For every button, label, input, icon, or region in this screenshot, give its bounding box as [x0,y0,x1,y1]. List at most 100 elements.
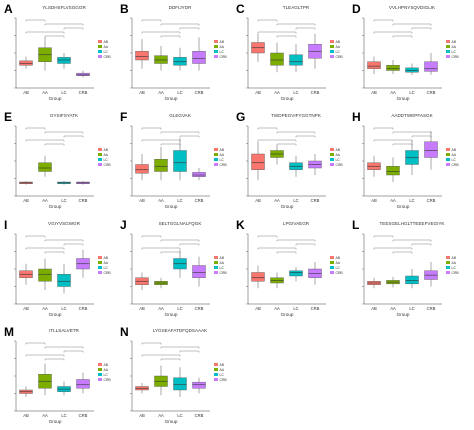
x-tick-label: AA [42,306,48,311]
legend-swatch [214,373,218,376]
significance-bracket [295,27,316,30]
legend-label: AA [452,153,457,157]
significance-bracket [44,131,84,134]
box-CRB [424,61,438,72]
significance-bracket [160,239,200,242]
x-axis-label: Group [281,312,294,317]
x-tick-label: AA [158,90,164,95]
panel-letter: B [120,2,129,16]
significance-bracket [257,19,278,22]
x-axis-label: Group [281,204,294,209]
legend-label: AA [220,368,225,372]
legend-label: LC [336,158,341,162]
legend-label: AB [452,148,457,152]
significance-bracket [141,19,162,22]
x-tick-label: AA [158,306,164,311]
box-AA [38,162,52,172]
legend-swatch [214,55,218,58]
x-tick-label: AA [42,413,48,418]
x-tick-label: CRB [427,90,436,95]
significance-bracket [257,31,297,34]
legend-swatch [98,271,102,274]
x-tick-label: AB [139,306,145,311]
legend-label: AA [336,153,341,157]
legend-swatch [98,378,102,381]
x-axis-label: Group [397,312,410,317]
legend-swatch [330,148,334,151]
x-tick-label: CRB [195,306,204,311]
x-tick-label: AA [390,198,396,203]
x-tick-label: CRB [79,306,88,311]
significance-bracket [373,19,394,22]
box-LC [173,377,187,391]
legend-label: AA [104,153,109,157]
significance-bracket [373,247,413,250]
legend-label: AA [336,45,341,49]
legend-swatch [330,261,334,264]
x-tick-label: AA [390,306,396,311]
x-axis-label: Group [165,204,178,209]
legend-swatch [214,266,218,269]
significance-bracket [141,127,162,130]
legend-swatch [98,368,102,371]
panel-title: VVLHPNYSQVDIGLIK [389,5,436,10]
significance-bracket [276,143,297,146]
box-AA [386,65,400,71]
significance-bracket [141,139,181,142]
x-tick-label: AA [390,90,396,95]
x-tick-label: AA [158,198,164,203]
significance-bracket [179,27,200,30]
x-tick-label: AB [23,90,29,95]
significance-bracket [25,19,46,22]
legend-label: CRB [452,271,460,275]
significance-bracket [25,247,65,250]
legend-swatch [214,50,218,53]
significance-bracket [25,354,65,357]
legend-label: LC [336,50,341,54]
box-LC [57,57,71,64]
x-tick-label: AA [42,90,48,95]
legend-swatch [446,256,450,259]
legend-label: CRB [104,378,112,382]
significance-bracket [25,139,65,142]
x-tick-label: AB [139,90,145,95]
box-LC [289,270,303,277]
x-tick-label: AA [158,413,164,418]
x-tick-label: AA [274,306,280,311]
x-tick-label: CRB [311,306,320,311]
box-LC [173,57,187,66]
legend-label: AB [336,40,341,44]
significance-bracket [179,243,200,246]
significance-bracket [63,135,84,138]
significance-bracket [392,23,432,26]
x-tick-label: LC [293,198,298,203]
legend-label: AA [220,153,225,157]
significance-bracket [160,23,200,26]
significance-bracket [373,139,413,142]
x-tick-label: AB [23,413,29,418]
panel-letter: K [236,218,245,232]
panel-title: GLEGVAK [169,113,192,118]
panel-letter: G [236,110,245,124]
significance-bracket [44,251,65,254]
x-tick-label: LC [293,306,298,311]
significance-bracket [160,131,200,134]
legend-swatch [330,256,334,259]
legend-swatch [98,373,102,376]
significance-bracket [373,235,394,238]
significance-bracket [257,247,297,250]
legend-label: CRB [104,163,112,167]
box-CRB [424,141,438,158]
box-AB [19,60,33,66]
panel-title: GYSIFSYATK [50,113,79,118]
legend-swatch [330,163,334,166]
legend-swatch [330,266,334,269]
legend-label: CRB [104,271,112,275]
box-AA [38,268,52,282]
x-tick-label: LC [293,90,298,95]
